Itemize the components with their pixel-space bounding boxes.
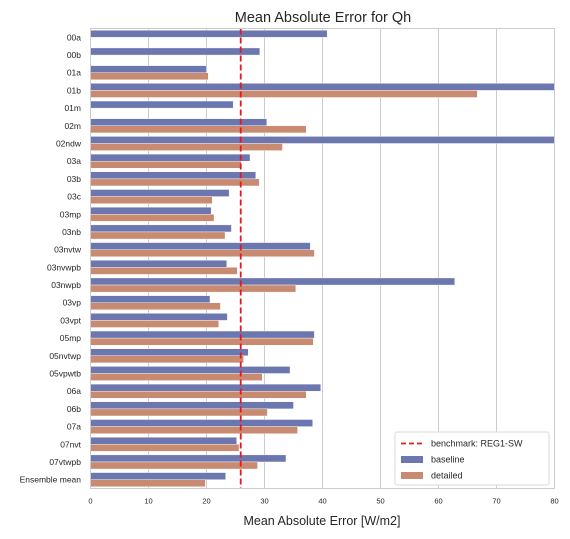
bar-baseline [90,472,226,480]
y-tick-label: 02m [64,121,81,131]
y-tick-label: Ensemble mean [20,475,82,485]
y-tick-label: 05mp [60,333,82,343]
y-tick-label: 03vpt [60,315,81,325]
plot-frame [90,28,555,489]
x-tick-labels: 0 10 20 30 40 50 60 70 80 [88,497,558,506]
y-tick-label: 06b [67,404,81,414]
legend-box [394,431,550,486]
bar-baseline [90,189,230,197]
x-tick-label: 70 [492,497,500,506]
bar-detailed [90,461,258,470]
bar-detailed [90,302,221,311]
bar-detailed [90,196,213,204]
bar-baseline [90,313,228,321]
x-tick-label: 40 [318,497,326,506]
bar-baseline [90,224,232,233]
bar-detailed [90,231,226,240]
y-tick-label: 01b [67,85,81,95]
bar-detailed [90,125,307,134]
bar-detailed [90,320,219,328]
y-tick-label: 07vtwpb [49,457,81,467]
y-tick-label: 05vpwtb [49,369,81,379]
x-axis-label: Mean Absolute Error [W/m2] [243,514,400,528]
legend-benchmark-label: benchmark: REG1-SW [431,439,523,449]
bar-detailed [90,284,297,293]
bar-baseline [90,383,321,392]
bar-detailed [90,178,260,187]
bar-baseline [90,277,455,286]
chart-title: Mean Absolute Error for Qh [235,10,412,26]
x-tick-label: 0 [88,497,92,506]
bar-detailed [90,143,283,151]
y-tick-label: 03a [67,156,81,166]
bar-baseline [90,436,237,445]
legend: benchmark: REG1-SW baseline detailed [394,431,550,486]
bar-detailed [90,214,215,222]
bar-baseline [90,153,251,162]
bar-baseline [90,171,257,180]
bar-detailed [90,249,315,257]
y-tick-label: 00a [67,32,81,42]
bar-baseline [90,242,311,250]
y-tick-label: 06a [67,386,81,396]
x-tick-label: 50 [376,497,384,506]
legend-detailed-label: detailed [431,471,463,481]
y-tick-label: 02ndw [56,139,82,149]
legend-detailed-swatch [401,472,423,479]
x-tick-label: 30 [260,497,268,506]
y-tick-label: 00b [67,50,81,60]
bar-detailed [90,426,298,434]
y-tick-label: 01a [67,68,81,78]
bar-baseline [90,206,212,215]
y-tick-label: 03b [67,174,81,184]
bar-detailed [90,479,206,487]
bar-detailed [90,72,209,81]
bar-baseline [90,348,249,357]
y-tick-label: 03nvwpb [47,262,81,272]
bar-baseline [90,65,207,73]
bar-baseline [90,47,261,56]
bar-baseline [90,366,291,374]
x-tick-label: 60 [434,497,442,506]
y-tick-label: 03nb [62,227,81,237]
y-tick-label: 03nvtw [54,245,82,255]
bar-baseline [90,30,328,38]
bar-baseline [90,260,228,268]
bar-baseline [90,401,294,410]
bar-baseline [90,83,555,91]
bar-detailed [90,337,314,346]
bar-baseline [90,136,555,144]
bar-baseline [90,295,211,303]
x-tick-label: 80 [550,497,558,506]
bar-baseline [90,419,313,427]
y-tick-label: 07a [67,422,81,432]
y-tick-label: 01m [64,103,81,113]
bar-baseline [90,330,315,339]
x-tick-label: 10 [144,497,152,506]
y-tick-labels: 00a 00b 01a 01b 01m 02m 02ndw 03a 03b 03c 03mp 03nb… [20,32,82,484]
bar-detailed [90,355,244,364]
x-tick-label: 20 [202,497,210,506]
bar-detailed [90,390,307,399]
bar-detailed [90,444,240,452]
y-tick-label: 05nvtwp [49,351,81,361]
bar-baseline [90,454,287,463]
bar-detailed [90,267,238,275]
y-tick-label: 03mp [60,209,82,219]
y-tick-label: 07nvt [60,439,81,449]
bar-detailed [90,160,242,169]
legend-baseline-label: baseline [431,455,465,465]
y-tick-label: 03vp [63,298,82,308]
bar-detailed [90,373,263,381]
bar-baseline [90,100,234,109]
y-tick-label: 03c [67,192,81,202]
bar-detailed [90,90,478,98]
legend-baseline-swatch [401,456,423,463]
y-tick-label: 03nwpb [51,280,81,290]
